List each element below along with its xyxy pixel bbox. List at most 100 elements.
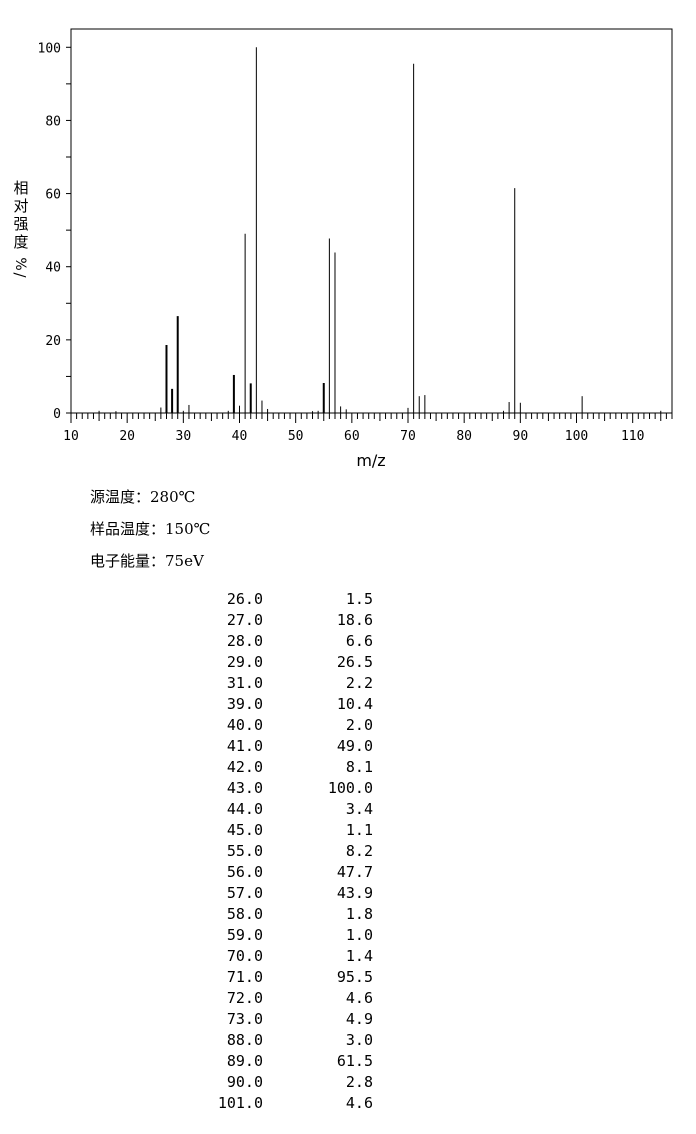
peak-table-row: 28.0 6.6 bbox=[0, 632, 400, 653]
peak-table-row: 59.0 1.0 bbox=[0, 926, 400, 947]
peak-table-row: 72.0 4.6 bbox=[0, 989, 400, 1010]
peak-abundance: 49.0 bbox=[336, 737, 373, 755]
x-tick-label: 90 bbox=[513, 429, 529, 444]
peak-table-row: 73.0 4.9 bbox=[0, 1010, 400, 1031]
peak-mz: 73.0 bbox=[226, 1010, 263, 1028]
peak-table-row: 40.0 2.0 bbox=[0, 716, 400, 737]
peak-mz: 101.0 bbox=[217, 1094, 263, 1112]
y-tick-label: 40 bbox=[45, 261, 61, 276]
plot-frame bbox=[70, 28, 673, 414]
mass-spectrum-chart: 0 20 40 60 80 100 10 20 30 40 50 60 70 80 90 100 110 m/… bbox=[11, 28, 673, 470]
peak-abundance: 43.9 bbox=[336, 884, 373, 902]
peak-mz: 44.0 bbox=[226, 800, 263, 818]
peak-mz: 59.0 bbox=[226, 926, 263, 944]
x-tick-label: 10 bbox=[63, 429, 79, 444]
y-axis: 0 20 40 60 80 100 bbox=[38, 41, 71, 422]
peak-abundance: 1.5 bbox=[345, 590, 373, 608]
peak-table-row: 44.0 3.4 bbox=[0, 800, 400, 821]
peak-table-row: 57.0 43.9 bbox=[0, 884, 400, 905]
peak-abundance: 1.1 bbox=[345, 821, 373, 839]
peak-abundance: 1.4 bbox=[345, 947, 373, 965]
y-label-char: / bbox=[11, 272, 29, 278]
y-label-char: % bbox=[12, 257, 28, 270]
peak-table: 26.0 1.5 27.0 18.6 28.0 6.6 29.0 26.5 31.0 2.2 39.… bbox=[0, 590, 400, 1115]
peak-abundance: 47.7 bbox=[336, 863, 373, 881]
peak-table-row: 58.0 1.8 bbox=[0, 905, 400, 926]
plot-border bbox=[70, 28, 673, 414]
peak-abundance: 3.4 bbox=[345, 800, 373, 818]
peak-mz: 56.0 bbox=[226, 863, 263, 881]
peak-mz: 42.0 bbox=[226, 758, 263, 776]
peak-table-row: 88.0 3.0 bbox=[0, 1031, 400, 1052]
peak-table-row: 42.0 8.1 bbox=[0, 758, 400, 779]
y-label-char: 对 bbox=[13, 197, 28, 215]
peak-abundance: 8.2 bbox=[345, 842, 373, 860]
peak-mz: 57.0 bbox=[226, 884, 263, 902]
peak-mz: 72.0 bbox=[226, 989, 263, 1007]
peak-table-row: 70.0 1.4 bbox=[0, 947, 400, 968]
y-tick-label: 60 bbox=[45, 188, 61, 203]
peak-abundance: 2.2 bbox=[345, 674, 373, 692]
peak-abundance: 3.0 bbox=[345, 1031, 373, 1049]
x-tick-label: 80 bbox=[456, 429, 472, 444]
peak-mz: 28.0 bbox=[226, 632, 263, 650]
x-tick-label: 110 bbox=[621, 429, 644, 444]
peak-mz: 29.0 bbox=[226, 653, 263, 671]
peak-bars bbox=[98, 47, 662, 413]
peak-table-row: 101.0 4.6 bbox=[0, 1094, 400, 1115]
peak-table-row: 41.0 49.0 bbox=[0, 737, 400, 758]
x-axis: 10 20 30 40 50 60 70 80 90 100 110 bbox=[63, 413, 673, 444]
y-tick-label: 20 bbox=[45, 334, 61, 349]
peak-abundance: 95.5 bbox=[336, 968, 373, 986]
peak-abundance: 1.0 bbox=[345, 926, 373, 944]
peak-mz: 45.0 bbox=[226, 821, 263, 839]
peak-table-row: 27.0 18.6 bbox=[0, 611, 400, 632]
peak-abundance: 1.8 bbox=[345, 905, 373, 923]
peak-mz: 55.0 bbox=[226, 842, 263, 860]
peak-table-row: 90.0 2.8 bbox=[0, 1073, 400, 1094]
x-tick-label: 70 bbox=[400, 429, 416, 444]
electron-energy: 电子能量：75eV bbox=[90, 552, 204, 570]
peak-abundance: 6.6 bbox=[345, 632, 373, 650]
peak-abundance: 4.6 bbox=[345, 1094, 373, 1112]
peak-table-row: 29.0 26.5 bbox=[0, 653, 400, 674]
peak-abundance: 2.8 bbox=[345, 1073, 373, 1091]
peak-abundance: 4.9 bbox=[345, 1010, 373, 1028]
peak-table-row: 55.0 8.2 bbox=[0, 842, 400, 863]
peak-mz: 41.0 bbox=[226, 737, 263, 755]
peak-abundance: 2.0 bbox=[345, 716, 373, 734]
peak-mz: 70.0 bbox=[226, 947, 263, 965]
peak-mz: 71.0 bbox=[226, 968, 263, 986]
peak-table-row: 89.0 61.5 bbox=[0, 1052, 400, 1073]
source-temperature: 源温度：280℃ bbox=[90, 488, 196, 506]
peak-mz: 89.0 bbox=[226, 1052, 263, 1070]
y-tick-label: 0 bbox=[53, 407, 61, 422]
peak-abundance: 18.6 bbox=[336, 611, 373, 629]
peak-abundance: 61.5 bbox=[336, 1052, 373, 1070]
sample-temperature: 样品温度：150℃ bbox=[90, 520, 211, 538]
peak-table-row: 56.0 47.7 bbox=[0, 863, 400, 884]
peak-mz: 31.0 bbox=[226, 674, 263, 692]
peak-table-row: 26.0 1.5 bbox=[0, 590, 400, 611]
y-tick-label: 80 bbox=[45, 114, 61, 129]
peak-table-row: 39.0 10.4 bbox=[0, 695, 400, 716]
x-tick-label: 20 bbox=[119, 429, 135, 444]
peak-mz: 40.0 bbox=[226, 716, 263, 734]
peak-table-row: 45.0 1.1 bbox=[0, 821, 400, 842]
peak-abundance: 100.0 bbox=[327, 779, 373, 797]
peak-mz: 26.0 bbox=[226, 590, 263, 608]
peak-mz: 39.0 bbox=[226, 695, 263, 713]
x-tick-label: 40 bbox=[232, 429, 248, 444]
peak-mz: 27.0 bbox=[226, 611, 263, 629]
peak-mz: 90.0 bbox=[226, 1073, 263, 1091]
y-label-char: 强 bbox=[13, 215, 28, 233]
peak-table-row: 43.0 100.0 bbox=[0, 779, 400, 800]
peak-abundance: 4.6 bbox=[345, 989, 373, 1007]
y-tick-label: 100 bbox=[38, 41, 61, 56]
peak-mz: 88.0 bbox=[226, 1031, 263, 1049]
peak-mz: 58.0 bbox=[226, 905, 263, 923]
x-tick-label: 60 bbox=[344, 429, 360, 444]
x-tick-label: 50 bbox=[288, 429, 304, 444]
y-label-char: 相 bbox=[13, 179, 28, 197]
